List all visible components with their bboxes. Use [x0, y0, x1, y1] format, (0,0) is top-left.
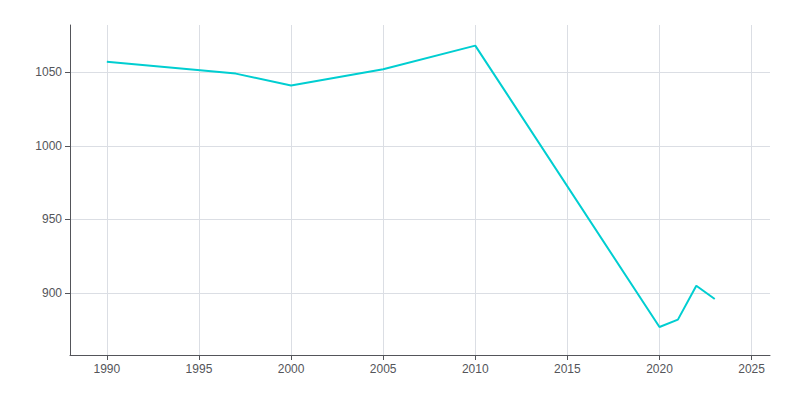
svg-text:1990: 1990: [93, 362, 120, 376]
svg-text:2005: 2005: [370, 362, 397, 376]
svg-text:2000: 2000: [278, 362, 305, 376]
svg-text:1050: 1050: [35, 65, 62, 79]
svg-text:1995: 1995: [186, 362, 213, 376]
svg-text:950: 950: [42, 212, 62, 226]
svg-text:2020: 2020: [646, 362, 673, 376]
svg-text:900: 900: [42, 286, 62, 300]
svg-text:2025: 2025: [738, 362, 765, 376]
svg-text:1000: 1000: [35, 139, 62, 153]
svg-text:2010: 2010: [462, 362, 489, 376]
svg-text:2015: 2015: [554, 362, 581, 376]
